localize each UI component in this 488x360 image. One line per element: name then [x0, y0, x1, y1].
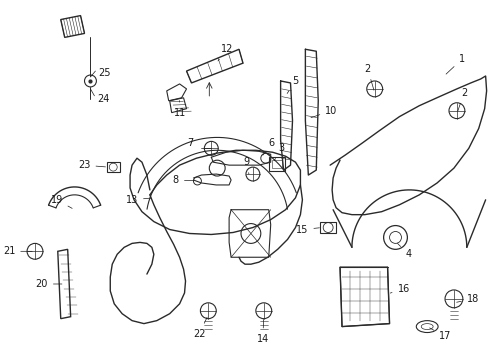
Text: 8: 8 [172, 175, 178, 185]
Text: 6: 6 [262, 138, 274, 155]
Text: 3: 3 [274, 143, 284, 161]
Text: 9: 9 [243, 157, 248, 174]
Text: 14: 14 [256, 319, 268, 343]
Text: 11: 11 [173, 100, 185, 118]
Text: 10: 10 [310, 106, 337, 118]
Text: 18: 18 [456, 294, 478, 304]
Text: 2: 2 [364, 64, 373, 90]
Text: 13: 13 [125, 195, 151, 205]
Text: 19: 19 [50, 195, 72, 208]
Text: 7: 7 [187, 138, 193, 148]
Text: 25: 25 [98, 68, 111, 78]
Text: 22: 22 [193, 317, 207, 338]
Bar [268, 157, 284, 171]
Text: 21: 21 [3, 246, 32, 256]
Text: 12: 12 [218, 44, 233, 61]
Text: 24: 24 [97, 94, 109, 104]
Text: 23: 23 [78, 160, 105, 170]
Text: 2: 2 [457, 88, 466, 111]
Bar [271, 160, 281, 168]
Text: 1: 1 [445, 54, 464, 74]
Bar [320, 222, 335, 234]
Text: 5: 5 [286, 76, 298, 94]
Text: 16: 16 [389, 284, 409, 294]
Text: 20: 20 [36, 279, 62, 289]
Text: 17: 17 [429, 328, 450, 342]
Text: 4: 4 [397, 243, 411, 259]
Text: 15: 15 [295, 225, 319, 234]
Bar [107, 162, 120, 172]
